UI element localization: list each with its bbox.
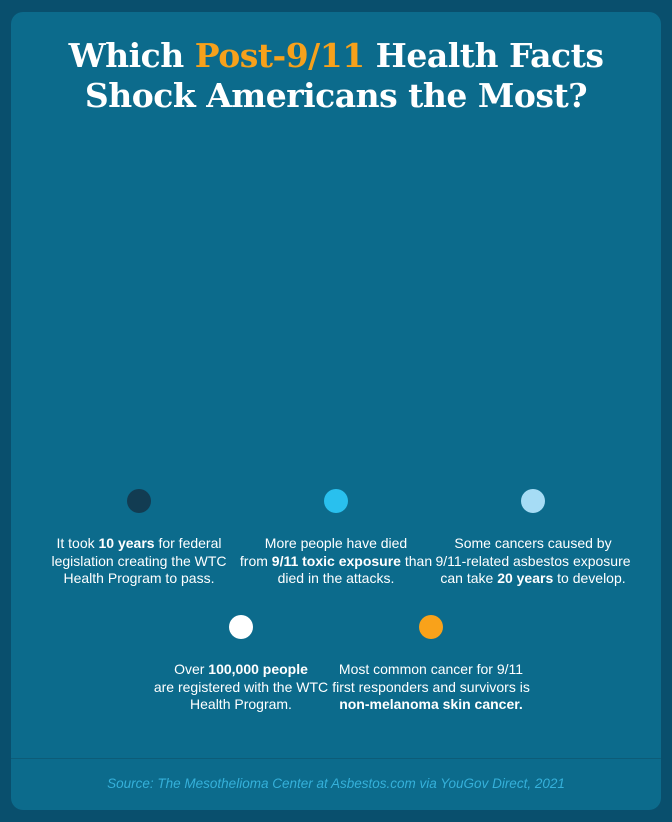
title-text-white: Which <box>68 36 195 75</box>
fact-text: Most common cancer for 9/11 first respond… <box>332 661 530 712</box>
bright-cyan-dot-icon <box>324 489 348 513</box>
title-text-highlight: Post-9/11 <box>194 36 365 75</box>
fact-text: Some cancers caused by 9/11-related asbes… <box>435 535 631 586</box>
fact-item: Most common cancer for 9/11 first respond… <box>332 615 530 714</box>
fact-text: It took 10 years for federal legislation … <box>51 535 227 586</box>
light-blue-dot-icon <box>521 489 545 513</box>
fact-text: More people have died from 9/11 toxic exp… <box>239 535 433 586</box>
page-title: Which Post-9/11 Health Facts Shock Ameri… <box>11 36 661 116</box>
facts-row-2: Over 100,000 people are registered with t… <box>11 615 661 714</box>
fact-item: Over 100,000 people are registered with t… <box>146 615 336 714</box>
fact-item: It took 10 years for federal legislation … <box>41 489 238 588</box>
white-dot-icon <box>229 615 253 639</box>
source-attribution: Source: The Mesothelioma Center at Asbes… <box>107 776 565 791</box>
facts-row-1: It took 10 years for federal legislation … <box>11 489 661 588</box>
fact-item: Some cancers caused by 9/11-related asbes… <box>435 489 632 588</box>
fact-text: Over 100,000 people are registered with t… <box>153 661 329 712</box>
footer-divider <box>11 758 661 759</box>
fact-item: More people have died from 9/11 toxic exp… <box>238 489 435 588</box>
infographic-card: Which Post-9/11 Health Facts Shock Ameri… <box>11 12 661 810</box>
dark-navy-dot-icon <box>127 489 151 513</box>
title-text-white: Health Facts <box>364 36 604 75</box>
title-line-1: Which Post-9/11 Health Facts <box>69 36 604 75</box>
title-line-2: Shock Americans the Most? <box>84 76 588 115</box>
orange-dot-icon <box>419 615 443 639</box>
